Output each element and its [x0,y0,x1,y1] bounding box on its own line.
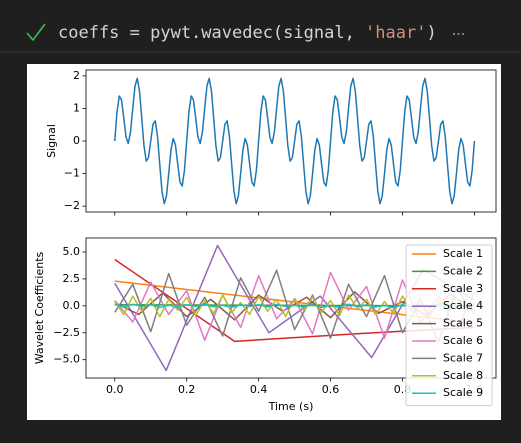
legend-label: Scale 9 [443,386,483,399]
code-string: 'haar' [365,23,426,43]
data-line [114,77,476,205]
y-tick-label: −1 [64,167,80,180]
legend-box [405,244,493,407]
x-tick-label: 0.2 [178,383,196,396]
y-axis-label: Signal [45,124,58,158]
more-icon[interactable] [452,32,465,36]
code-token: coeffs = pywt.wavedec(signal, [58,23,365,43]
legend-label: Scale 2 [443,264,483,277]
axes-frame [85,237,497,379]
y-axis-label: Wavelet Coefficients [33,251,46,364]
code-token: ) [426,23,436,43]
plot-area [114,77,476,205]
y-tick-label: 1 [73,101,80,114]
x-tick-label: 0.4 [250,383,268,396]
legend-label: Scale 8 [443,369,483,382]
y-tick-label: −2.5 [53,326,80,339]
y-tick-label: 2 [73,69,80,82]
y-tick-label: −2 [64,199,80,212]
x-tick-label: 0.6 [322,383,340,396]
legend-label: Scale 6 [443,334,483,347]
y-tick-label: 2.5 [63,272,81,285]
legend: Scale 1 Scale 2 Scale 3 Scale 4 Scale 5 Scale… [405,244,493,407]
y-tick-label: 0.0 [63,299,81,312]
x-tick-label: 0.0 [106,383,124,396]
y-tick-label: −5.0 [53,353,80,366]
legend-label: Scale 3 [443,282,483,295]
legend-label: Scale 7 [443,351,483,364]
legend-label: Scale 5 [443,317,483,330]
legend-label: Scale 1 [443,247,483,260]
code-line: coeffs = pywt.wavedec(signal, 'haar') [58,23,437,43]
x-axis-label: Time (s) [268,400,314,413]
success-check [26,23,46,42]
y-tick-label: 5.0 [63,245,81,258]
y-tick-label: 0 [73,134,80,147]
legend-label: Scale 4 [443,299,483,312]
